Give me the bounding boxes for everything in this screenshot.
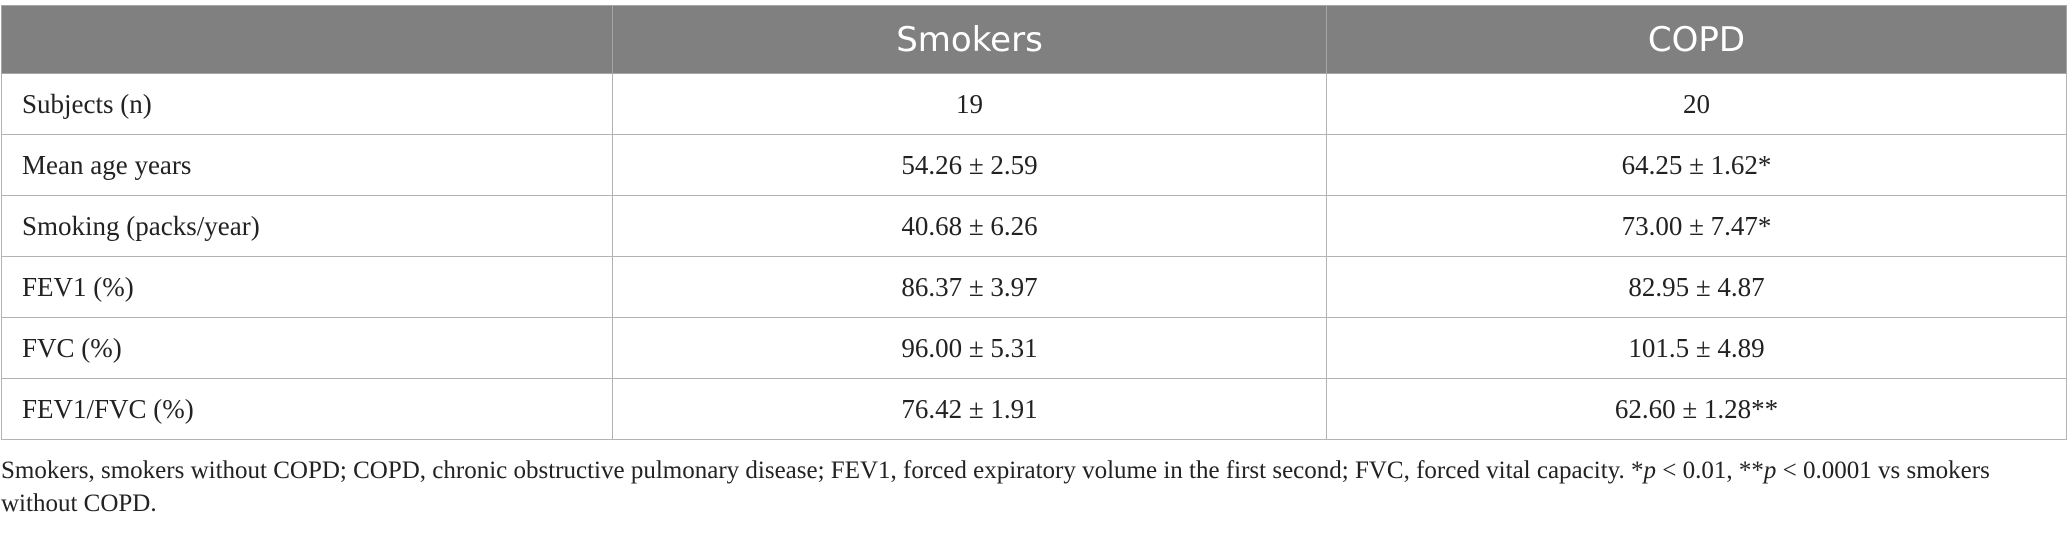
row-label: FEV1 (%): [1, 256, 613, 318]
cell-smokers: 76.42 ± 1.91: [612, 378, 1327, 440]
cell-copd: 64.25 ± 1.62*: [1326, 134, 2067, 196]
row-label: Subjects (n): [1, 73, 613, 135]
footnote-text-1: Smokers, smokers without COPD; COPD, chr…: [1, 457, 1644, 484]
cell-smokers: 19: [612, 73, 1327, 135]
table-row: Smoking (packs/year) 40.68 ± 6.26 73.00 …: [1, 195, 2067, 257]
row-label: FEV1/FVC (%): [1, 378, 613, 440]
cell-copd: 62.60 ± 1.28**: [1326, 378, 2067, 440]
cell-smokers: 86.37 ± 3.97: [612, 256, 1327, 318]
table-header: Smokers COPD: [1, 5, 2067, 74]
row-label: Smoking (packs/year): [1, 195, 613, 257]
header-row: Smokers COPD: [1, 5, 2067, 74]
footnote-p-symbol-1: p: [1643, 457, 1657, 484]
cell-copd: 73.00 ± 7.47*: [1326, 195, 2067, 257]
cell-copd: 20: [1326, 73, 2067, 135]
footnote-p-symbol-2: p: [1763, 457, 1777, 484]
table-row: FEV1/FVC (%) 76.42 ± 1.91 62.60 ± 1.28**: [1, 378, 2067, 440]
table-row: Mean age years 54.26 ± 2.59 64.25 ± 1.62…: [1, 134, 2067, 196]
row-label: Mean age years: [1, 134, 613, 196]
header-cell-smokers: Smokers: [612, 5, 1327, 74]
data-table: Smokers COPD Subjects (n) 19 20 Mean age…: [1, 5, 2067, 440]
cell-smokers: 40.68 ± 6.26: [612, 195, 1327, 257]
header-cell-copd: COPD: [1326, 5, 2067, 74]
cell-smokers: 54.26 ± 2.59: [612, 134, 1327, 196]
cell-copd: 82.95 ± 4.87: [1326, 256, 2067, 318]
data-table-container: Smokers COPD Subjects (n) 19 20 Mean age…: [1, 5, 2067, 440]
table-footnote: Smokers, smokers without COPD; COPD, chr…: [1, 454, 2041, 520]
footnote-text-2: < 0.01, **: [1656, 457, 1764, 484]
table-row: FVC (%) 96.00 ± 5.31 101.5 ± 4.89: [1, 317, 2067, 379]
footnote-text-3: < 0.0001 vs smokers without COPD.: [1, 457, 1990, 517]
cell-smokers: 96.00 ± 5.31: [612, 317, 1327, 379]
row-label: FVC (%): [1, 317, 613, 379]
cell-copd: 101.5 ± 4.89: [1326, 317, 2067, 379]
table-row: Subjects (n) 19 20: [1, 73, 2067, 135]
table-row: FEV1 (%) 86.37 ± 3.97 82.95 ± 4.87: [1, 256, 2067, 318]
table-body: Subjects (n) 19 20 Mean age years 54.26 …: [1, 73, 2067, 440]
header-cell-empty: [1, 5, 613, 74]
